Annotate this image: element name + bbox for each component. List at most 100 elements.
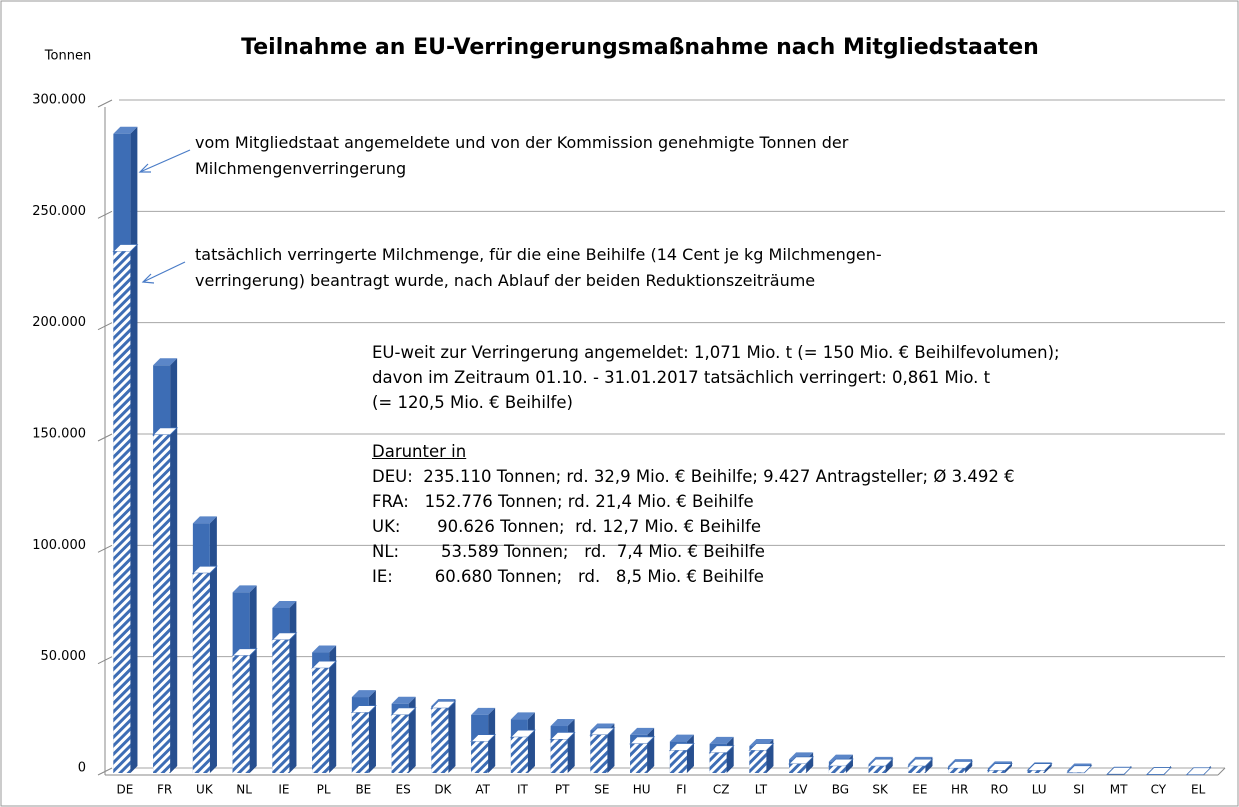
- info-line: FRA: 152.776 Tonnen; rd. 21,4 Mio. € Bei…: [372, 492, 754, 511]
- legend-entry: tatsächlich verringerte Milchmenge, für …: [195, 245, 882, 290]
- bar-side: [1004, 763, 1012, 773]
- x-tick-label: NL: [236, 783, 252, 797]
- bar-side: [845, 759, 853, 773]
- bar-top: [232, 585, 257, 593]
- info-line: NL: 53.589 Tonnen; rd. 7,4 Mio. € Beihil…: [372, 542, 765, 561]
- bar-side: [249, 648, 257, 773]
- bar: [749, 750, 767, 773]
- bar-side: [686, 743, 694, 773]
- info-line: EU-weit zur Verringerung angemeldet: 1,0…: [372, 343, 1060, 362]
- info-line: IE: 60.680 Tonnen; rd. 8,5 Mio. € Beihil…: [372, 567, 764, 586]
- chart-title: Teilnahme an EU-Verringerungsmaßnahme na…: [241, 35, 1039, 60]
- bar: [948, 768, 966, 773]
- x-tick-label: LT: [755, 783, 768, 797]
- info-heading: Darunter in: [372, 442, 467, 461]
- bar-side: [965, 761, 973, 773]
- bar-top: [1106, 766, 1133, 775]
- x-tick-label: LU: [1032, 783, 1047, 797]
- info-line: davon im Zeitraum 01.10. - 31.01.2017 ta…: [372, 368, 991, 387]
- bar: [828, 766, 846, 773]
- bar-side: [527, 730, 535, 773]
- y-tick-label: 250.000: [32, 204, 86, 219]
- info-box: EU-weit zur Verringerung angemeldet: 1,0…: [372, 340, 1060, 589]
- bar: [630, 743, 648, 773]
- bar-side: [289, 632, 297, 773]
- bar-top: [630, 727, 655, 735]
- bar: [709, 752, 727, 773]
- bar-side: [1044, 763, 1052, 773]
- x-tick-label: SE: [594, 783, 609, 797]
- bar-top: [669, 734, 694, 742]
- bar-side: [408, 707, 416, 773]
- x-tick-label: MT: [1110, 783, 1128, 797]
- bar-side: [170, 427, 178, 773]
- x-tick-label: HU: [633, 783, 651, 797]
- bar: [471, 741, 489, 773]
- y-tick-label: 0: [78, 761, 86, 776]
- arrow: [142, 261, 186, 283]
- bar-side: [567, 732, 575, 773]
- y-axis-label: Tonnen: [44, 49, 91, 64]
- bar-side: [488, 734, 496, 773]
- bar: [153, 434, 171, 773]
- bar-top: [510, 712, 535, 720]
- axis: [1217, 767, 1226, 776]
- bar-top: [192, 516, 217, 524]
- bar: [1027, 770, 1045, 773]
- bar: [351, 712, 369, 773]
- x-tick-label: ES: [396, 783, 411, 797]
- y-tick-label: 100.000: [32, 538, 86, 553]
- x-tick-label: DK: [434, 783, 452, 797]
- x-tick-label: BE: [355, 783, 371, 797]
- bar-side: [885, 759, 893, 773]
- bar: [431, 708, 449, 773]
- x-tick-label: FR: [157, 783, 172, 797]
- bar-side: [925, 759, 933, 773]
- bar-top: [709, 736, 734, 744]
- bar-side: [329, 661, 337, 773]
- x-tick-label: CZ: [713, 783, 730, 797]
- x-tick-label: PT: [555, 783, 570, 797]
- info-line: (= 120,5 Mio. € Beihilfe): [372, 393, 573, 412]
- bar-side: [209, 566, 217, 773]
- x-tick-label: SI: [1073, 783, 1084, 797]
- x-tick-label: EE: [912, 783, 927, 797]
- x-tick-label: BG: [832, 783, 849, 797]
- x-tick-label: PL: [317, 783, 331, 797]
- x-tick-label: IT: [517, 783, 529, 797]
- tick-mark: [97, 99, 113, 108]
- bar-side: [607, 727, 615, 773]
- bar: [232, 655, 250, 773]
- arrow-head: [138, 163, 151, 173]
- bar: [669, 750, 687, 773]
- bar-side: [647, 736, 655, 773]
- bar-top: [1145, 767, 1172, 775]
- x-tick-label: FI: [676, 783, 686, 797]
- x-tick-label: HR: [951, 783, 968, 797]
- bar: [192, 573, 210, 773]
- arrow-head: [141, 273, 155, 284]
- bar: [510, 737, 528, 773]
- bar-top: [272, 601, 297, 608]
- bar-side: [726, 745, 734, 773]
- x-tick-label: EL: [1191, 783, 1206, 797]
- x-tick-label: RO: [990, 783, 1008, 797]
- bar-side: [368, 705, 376, 773]
- bar-side: [130, 244, 138, 773]
- bar: [868, 766, 886, 773]
- bar-top: [113, 126, 138, 134]
- bar-side: [448, 701, 456, 773]
- x-tick-label: IE: [278, 783, 289, 797]
- bar: [550, 739, 568, 773]
- bar: [113, 251, 131, 773]
- bar: [908, 766, 926, 773]
- x-tick-label: AT: [475, 783, 490, 797]
- bar-top: [471, 707, 496, 715]
- bar: [272, 639, 290, 773]
- bar-top: [351, 690, 376, 698]
- info-line: DEU: 235.110 Tonnen; rd. 32,9 Mio. € Bei…: [372, 467, 1015, 486]
- bar-top: [391, 696, 416, 704]
- y-tick-label: 50.000: [41, 649, 87, 664]
